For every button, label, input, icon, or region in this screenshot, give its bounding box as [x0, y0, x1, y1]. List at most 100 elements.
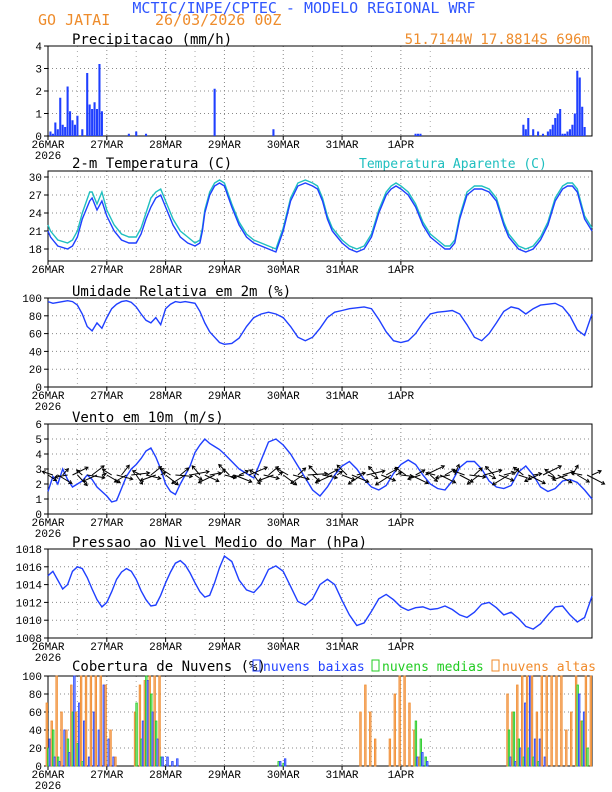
wind-arrow [102, 468, 112, 476]
wind-arrow-head [452, 469, 457, 474]
precip-xtick-label: 27MAR [90, 140, 123, 152]
wind-arrow-head [421, 469, 426, 474]
pressure-ytick-label: 1014 [16, 581, 43, 593]
wind-xtick-label: 30MAR [267, 518, 300, 530]
wind-arrow [591, 470, 602, 476]
precip-bar [54, 122, 57, 136]
pressure-line [47, 555, 593, 630]
cloud-bar-high [521, 675, 524, 767]
pressure-ytick-label: 1008 [16, 634, 42, 646]
wind-arrow-head [230, 474, 235, 479]
wind-arrow [444, 468, 456, 476]
legend-low-swatch [252, 659, 261, 672]
wind-arrow-head [52, 477, 58, 482]
wind-arrow-head [482, 474, 487, 479]
precip-bar [551, 124, 554, 136]
cloud-bar-high [89, 675, 93, 767]
clouds-xtick-label: 26MAR [31, 770, 64, 782]
wind-arrow-head [257, 477, 263, 482]
wind-arrow [76, 469, 83, 476]
wind-arrow-head [510, 470, 516, 476]
legend-high-swatch [491, 659, 500, 672]
cloud-bar-low [92, 711, 96, 767]
cloud-bar-low [578, 693, 581, 767]
wind-title: Vento em 10m (m/s) [72, 410, 224, 426]
wind-arrow [348, 474, 362, 485]
pressure-ytick-label: 1010 [16, 616, 42, 628]
precip-bar [571, 124, 574, 136]
temp-xtick-label: 28MAR [149, 265, 182, 277]
wind-arrow [485, 466, 495, 476]
precip-bar [64, 127, 67, 136]
wind-arrow [503, 471, 515, 476]
wind-arrow [194, 474, 203, 481]
wind-arrow [224, 474, 237, 479]
cloud-bar-high [158, 675, 161, 767]
clouds-ytick-label: 60 [29, 708, 42, 720]
precip-title: Precipitacao (mm/h) [72, 32, 232, 48]
wind-arrow [351, 474, 369, 483]
wind-arrow-head [568, 479, 573, 484]
wind-arrow [47, 474, 57, 482]
cloud-bar-high [393, 693, 396, 767]
cloud-bar-mid [586, 747, 589, 767]
cloud-bar-high [84, 675, 88, 767]
wind-arrow-head [451, 479, 457, 484]
rh-xtick-label: 30MAR [267, 391, 300, 403]
wind-arrow [524, 474, 539, 482]
cloud-bar-high [530, 675, 534, 767]
wind-speed-line [47, 437, 593, 503]
temp-2m-line [47, 182, 593, 253]
wind-arrow [191, 465, 201, 476]
clouds-frame [47, 675, 593, 767]
precip-bar [51, 133, 54, 136]
pressure-ytick-label: 1016 [16, 563, 42, 575]
wind-arrow-head [215, 478, 220, 483]
wind-arrow-head [263, 466, 268, 471]
cloud-bar-low [83, 720, 86, 767]
precip-bar [98, 64, 101, 136]
wind-arrow [114, 474, 127, 483]
wind-arrow [77, 474, 88, 486]
wind-arrow-head [116, 479, 121, 484]
wind-arrow-head [308, 465, 313, 470]
wind-arrow-head [84, 466, 89, 471]
wind-arrow [336, 471, 343, 476]
wind-arrow-head [54, 474, 59, 479]
precip-ytick-label: 1 [35, 110, 42, 122]
cloud-bar-high [109, 729, 112, 767]
wind-arrow-head [198, 476, 203, 481]
cloud-bar-low [176, 758, 179, 767]
precip-ytick-label: 2 [35, 87, 42, 99]
wind-arrow [198, 474, 215, 484]
wind-arrow [371, 474, 379, 479]
temp-legend-apparent: Temperatura Aparente (C) [359, 157, 547, 172]
wind-arrow [308, 465, 318, 476]
clouds-xtick-year: 2026 [35, 781, 61, 792]
precip-bar [554, 118, 557, 136]
wind-arrow [180, 467, 190, 476]
clouds-ytick-label: 40 [29, 726, 42, 738]
wind-xtick-label: 31MAR [326, 518, 359, 530]
wind-arrow-head [159, 468, 165, 473]
wind-arrow [204, 474, 220, 482]
cloud-bar-high [75, 711, 78, 767]
cloud-bar-high [565, 729, 568, 767]
wind-arrow-head [394, 466, 399, 471]
pressure-xtick-year: 2026 [35, 653, 61, 665]
temp-ytick-label: 21 [29, 227, 43, 239]
cloud-bar-low [426, 761, 429, 767]
wind-arrow [366, 470, 385, 476]
wind-arrow [165, 474, 179, 486]
wind-arrow [577, 474, 590, 483]
precip-bar [91, 109, 94, 136]
precip-bar [561, 133, 564, 136]
rh-ytick-label: 80 [29, 312, 42, 324]
wind-ytick-label: 6 [35, 420, 42, 432]
rh-title: Umidade Relativa em 2m (%) [72, 284, 291, 300]
cloud-bar-mid [512, 711, 516, 767]
temp-panel: 18 21 24 27 30 26MAR 27MAR 28MAR 29MAR 30MAR 31MAR… [29, 170, 593, 277]
wind-arrow [498, 474, 514, 482]
clouds-xtick-label: 31MAR [326, 770, 359, 782]
cloud-bar-high [55, 675, 58, 767]
